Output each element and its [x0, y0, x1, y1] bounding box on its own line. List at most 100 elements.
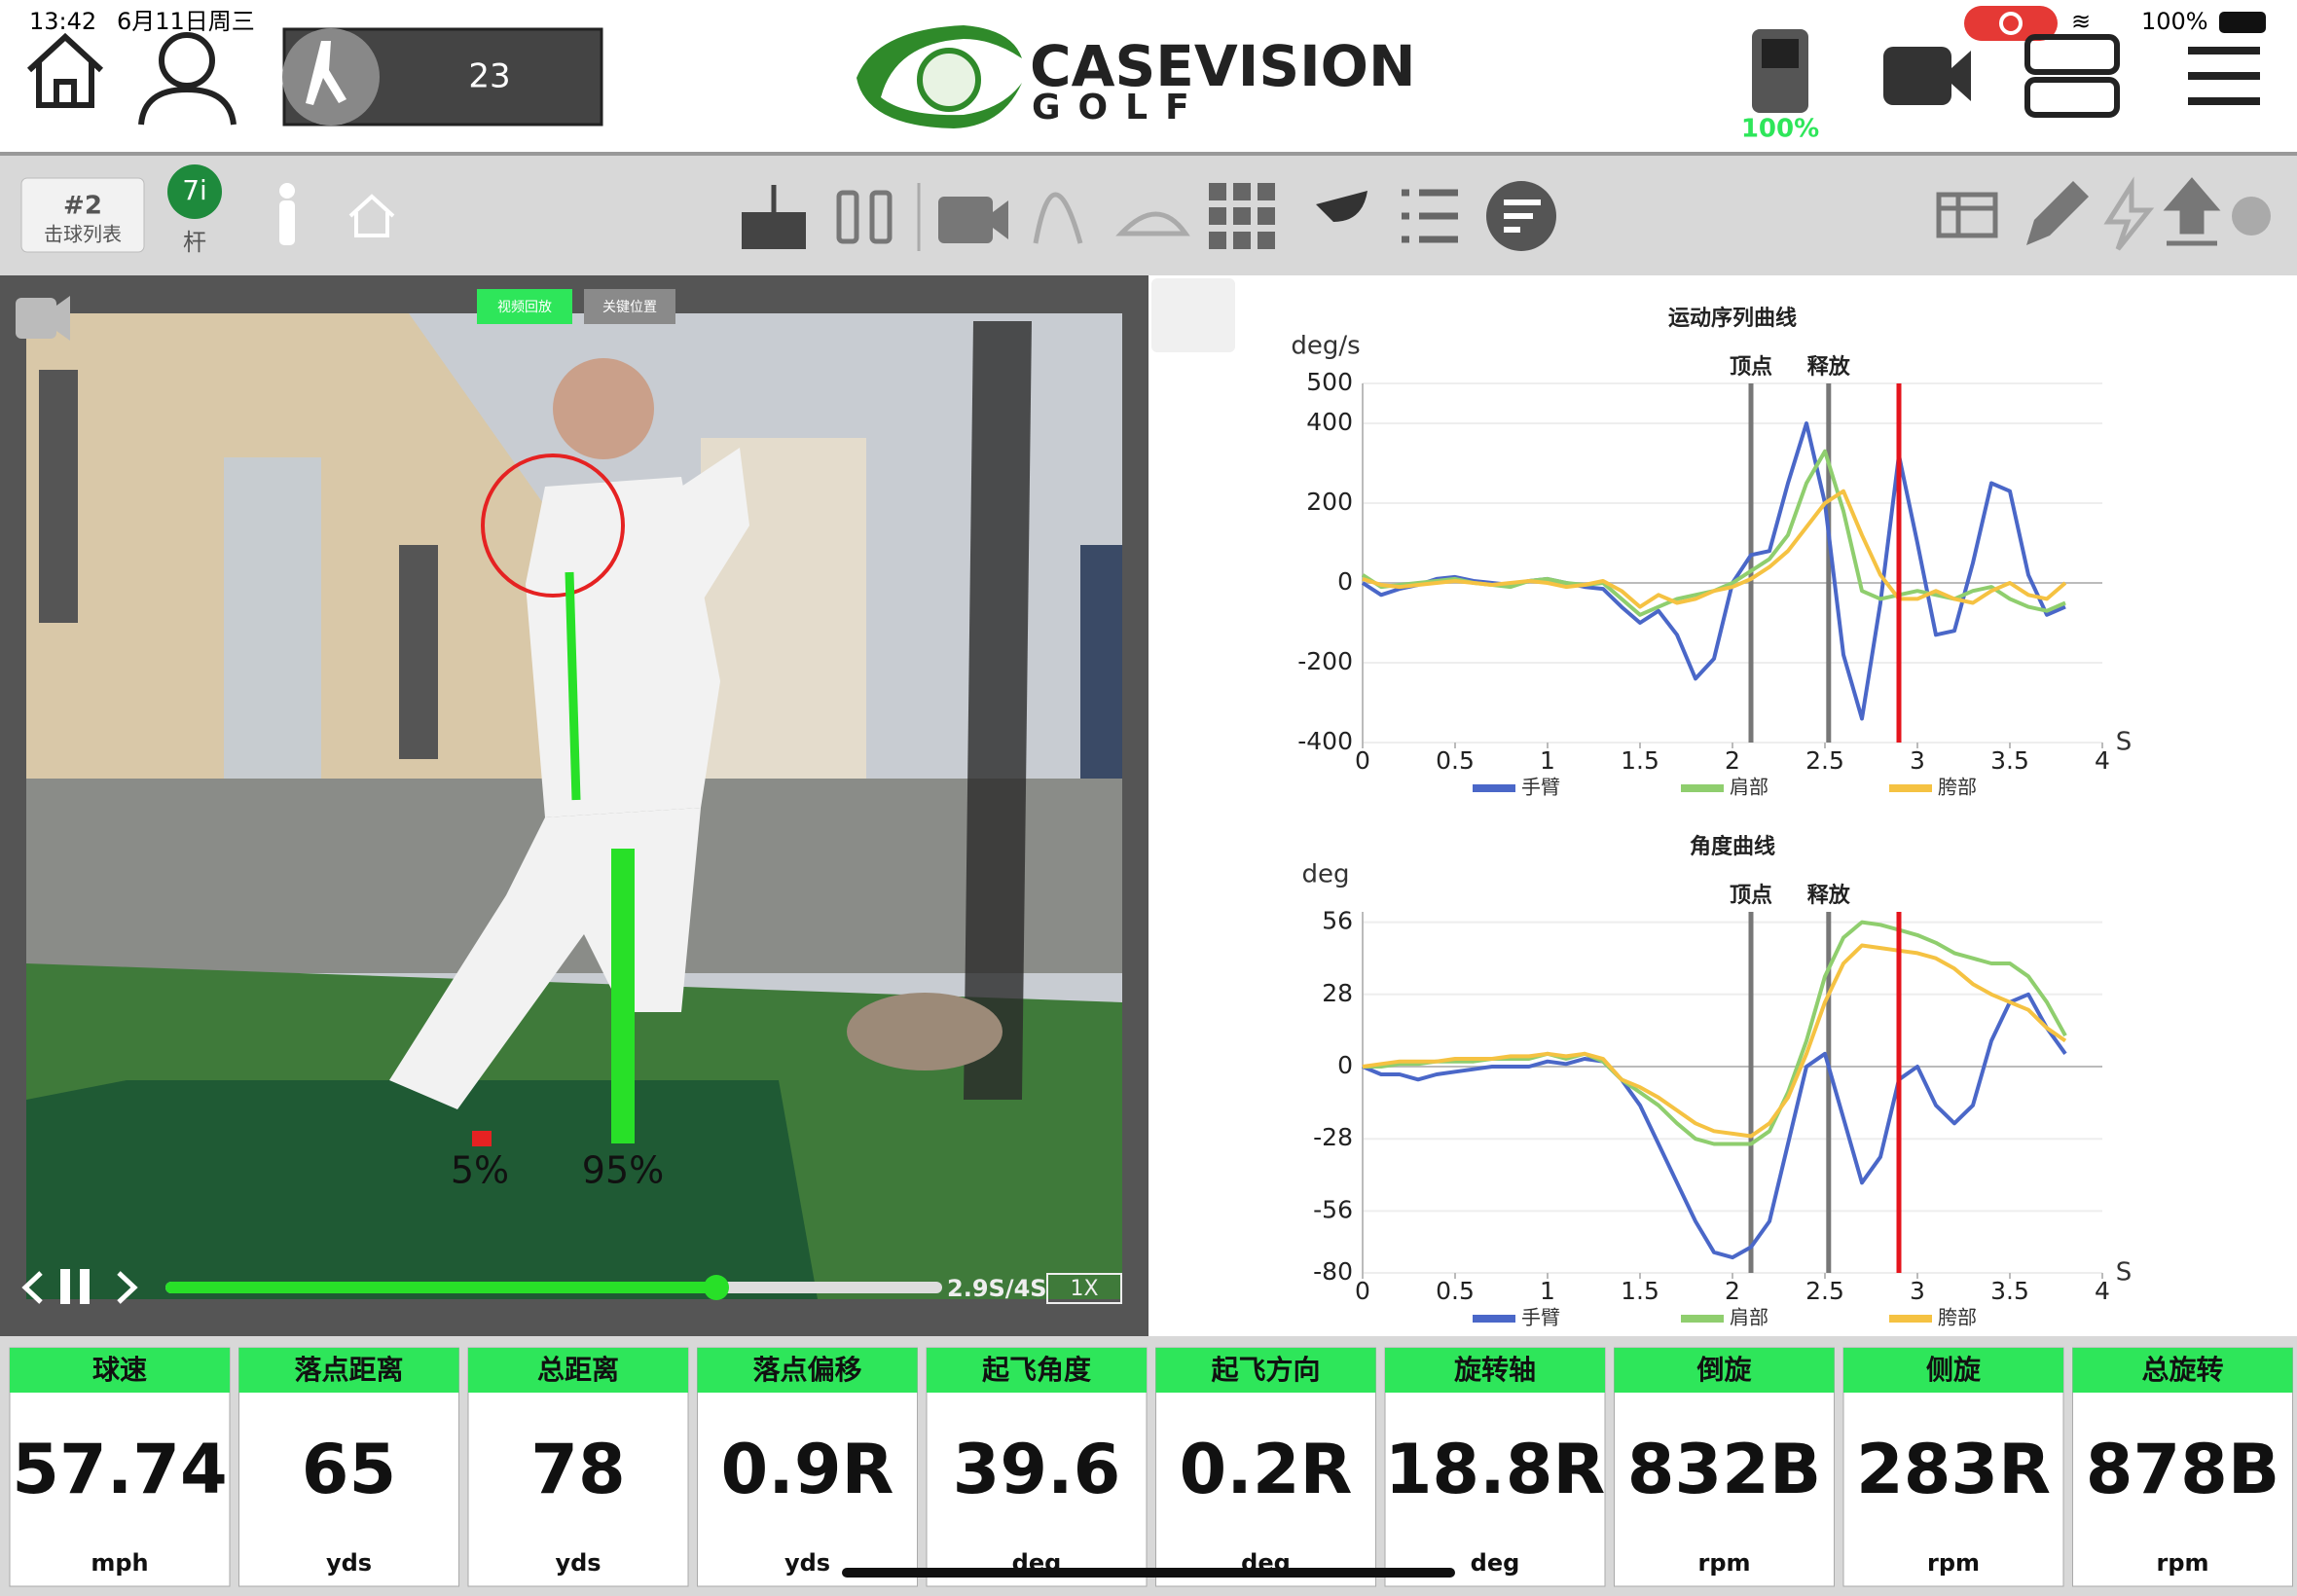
- prev-button[interactable]: [21, 1271, 43, 1304]
- x-tick-label: 2.5: [1805, 1277, 1844, 1305]
- series-line: [1363, 920, 2067, 1146]
- golfer-figure: [306, 41, 346, 105]
- progress-knob[interactable]: [704, 1275, 729, 1300]
- metric-value: 39.6: [953, 1430, 1121, 1509]
- next-button[interactable]: [117, 1271, 138, 1304]
- x-axis-label: S: [2116, 728, 2133, 757]
- x-tick-label: 3: [1910, 746, 1925, 775]
- player-icon[interactable]: [279, 183, 295, 245]
- y-axis-label: deg: [1301, 860, 1349, 889]
- metric-header: [1155, 1348, 1376, 1393]
- metric-unit: yds: [784, 1549, 830, 1577]
- x-tick-label: 2.5: [1805, 746, 1844, 775]
- x-tick-label: 4: [2095, 1277, 2110, 1305]
- series-line: [1361, 421, 2066, 721]
- series-line: [1362, 943, 2067, 1139]
- remote-icon[interactable]: [742, 212, 806, 249]
- metric-value: 878B: [2086, 1430, 2279, 1509]
- battery-icon: [2219, 12, 2266, 33]
- metric-unit: deg: [1471, 1549, 1520, 1577]
- range-home-icon[interactable]: [348, 194, 395, 237]
- server-button[interactable]: [2024, 34, 2120, 118]
- flash-icon[interactable]: [2103, 176, 2155, 251]
- x-tick-label: 1: [1540, 1277, 1555, 1305]
- club-icon[interactable]: [1316, 191, 1367, 222]
- x-tick-label: 1.5: [1621, 746, 1659, 775]
- metric-label: 总距离: [537, 1354, 619, 1386]
- metric-unit: mph: [91, 1549, 148, 1577]
- y-tick-label: -80: [1313, 1257, 1353, 1286]
- y-tick-label: 400: [1306, 408, 1353, 436]
- club-badge[interactable]: [167, 164, 222, 219]
- keypos-tab-label: 关键位置: [602, 300, 657, 315]
- split-view-icon[interactable]: [836, 190, 859, 244]
- shot-list-button[interactable]: [20, 177, 145, 253]
- x-tick-label: 1: [1540, 746, 1555, 775]
- keypos-tab[interactable]: [584, 289, 675, 324]
- menu-button[interactable]: [2188, 47, 2260, 105]
- weight-back-label: 5%: [451, 1149, 509, 1192]
- camera-button[interactable]: [1883, 47, 1971, 105]
- profile-button[interactable]: [138, 32, 237, 126]
- metric-value: 65: [302, 1430, 396, 1509]
- list-icon[interactable]: [1402, 189, 1458, 243]
- status-date: 6月11日周三: [117, 8, 255, 35]
- metric-header: [10, 1348, 230, 1393]
- logo-subtitle: GOLF: [1032, 88, 1207, 127]
- metric-unit: rpm: [2156, 1549, 2208, 1577]
- home-indicator: [842, 1568, 1455, 1578]
- device-screen: [1762, 39, 1799, 68]
- device-battery: 100%: [1741, 115, 1819, 144]
- y-tick-label: 0: [1337, 1051, 1353, 1079]
- y-axis-label: deg/s: [1291, 332, 1360, 361]
- metric-label: 侧旋: [1926, 1354, 1981, 1386]
- key-position-label: 顶点: [1730, 883, 1772, 908]
- y-tick-label: 28: [1322, 979, 1353, 1007]
- edit-icon[interactable]: [2026, 181, 2089, 245]
- x-tick-label: 0.5: [1436, 746, 1475, 775]
- pause-button[interactable]: [60, 1269, 90, 1304]
- upload-icon[interactable]: [2163, 177, 2221, 246]
- x-tick-label: 3: [1910, 1277, 1925, 1305]
- metric-label: 球速: [92, 1354, 147, 1386]
- metric-label: 落点距离: [294, 1354, 403, 1386]
- metric-unit: rpm: [1927, 1549, 1980, 1577]
- status-time: 13:42: [29, 8, 96, 35]
- trajectory-top-icon[interactable]: [1115, 211, 1190, 236]
- home-button[interactable]: [26, 32, 104, 108]
- legend-label: 手臂: [1521, 776, 1560, 799]
- series-line: [1362, 489, 2067, 609]
- y-tick-label: 56: [1322, 907, 1353, 935]
- table-icon[interactable]: [1936, 192, 1998, 238]
- weight-bar-front: [611, 849, 635, 1143]
- x-tick-label: 0: [1355, 1277, 1370, 1305]
- record-indicator: [1964, 6, 2058, 41]
- metric-unit: yds: [555, 1549, 601, 1577]
- y-tick-label: -28: [1313, 1123, 1353, 1151]
- metric-header: [468, 1348, 688, 1393]
- replay-tab[interactable]: [477, 289, 572, 324]
- help-icon[interactable]: [2232, 197, 2271, 236]
- metric-value: 0.2R: [1180, 1430, 1353, 1509]
- grid-icon[interactable]: [1209, 183, 1275, 249]
- y-tick-label: 200: [1306, 488, 1353, 516]
- metric-header: [1385, 1348, 1605, 1393]
- metric-value: 18.8R: [1385, 1430, 1606, 1509]
- metric-label: 倒旋: [1695, 1354, 1751, 1386]
- speed-button[interactable]: [1046, 1273, 1122, 1304]
- camera-view-icon[interactable]: [938, 197, 993, 243]
- y-tick-label: 500: [1306, 368, 1353, 396]
- record-dot: [1999, 12, 2023, 35]
- key-position-label: 释放: [1807, 354, 1851, 380]
- y-tick-label: -400: [1297, 727, 1353, 755]
- trajectory-side-icon[interactable]: [1033, 192, 1083, 244]
- legend-label: 手臂: [1521, 1306, 1560, 1329]
- progress-fill: [165, 1282, 715, 1293]
- video-camera-button[interactable]: [16, 296, 70, 341]
- shot-list-label: 击球列表: [44, 223, 122, 246]
- y-tick-label: 0: [1337, 567, 1353, 596]
- chart-toggle[interactable]: [1151, 278, 1235, 352]
- metric-header: [2072, 1348, 2293, 1393]
